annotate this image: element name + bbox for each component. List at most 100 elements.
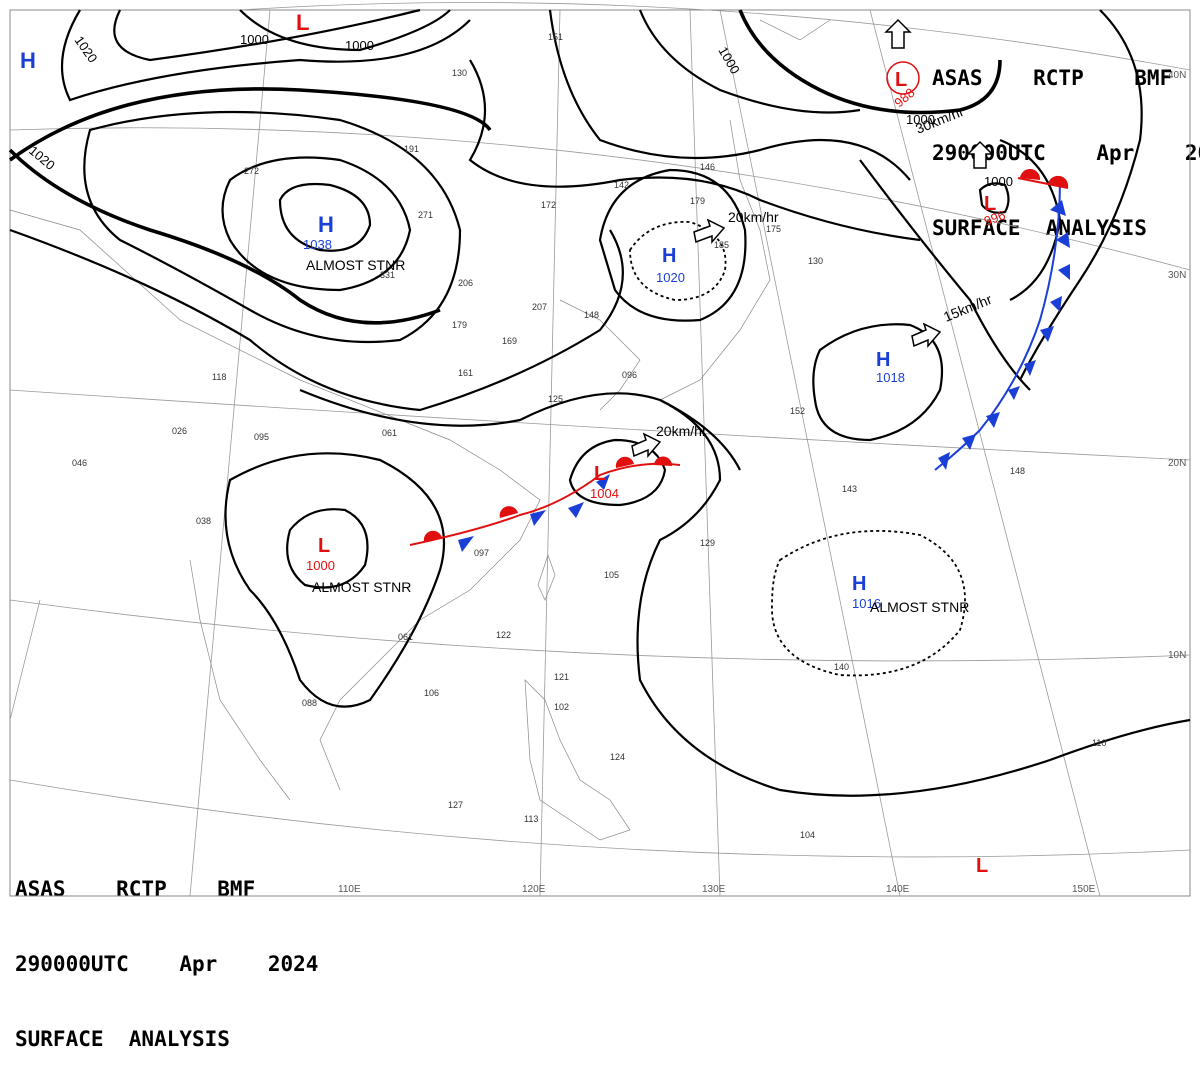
low-center-north: L bbox=[296, 10, 309, 35]
isobar-1038-ring-3 bbox=[83, 110, 462, 344]
lon-labels: 110E 120E 130E 140E 150E bbox=[338, 884, 1096, 895]
station-value: 148 bbox=[1010, 466, 1025, 476]
isobar-1016-dotted bbox=[771, 530, 966, 677]
high-center-1038-note-1: ALMOST STNR bbox=[306, 257, 405, 273]
high-center-1018-value: 1018 bbox=[876, 370, 905, 385]
isobar-north-central bbox=[468, 59, 921, 242]
isobar-east-mid bbox=[859, 159, 1031, 391]
parallel-10n bbox=[9, 599, 1191, 662]
isobar-1000-ring-inner bbox=[286, 508, 369, 589]
station-value: 185 bbox=[714, 240, 729, 250]
coast-korea bbox=[559, 299, 641, 411]
station-value: 142 bbox=[614, 180, 629, 190]
isobar-1020-west bbox=[8, 148, 441, 325]
isobar-central bbox=[299, 388, 741, 471]
low-center-1000-value: 1000 bbox=[306, 558, 335, 573]
cold-front-tri-2 bbox=[530, 510, 546, 526]
coast-japan bbox=[659, 119, 771, 401]
station-value: 271 bbox=[418, 210, 433, 220]
motion-label-1: 30km/hr bbox=[913, 103, 966, 137]
warm-front-east bbox=[1017, 177, 1069, 189]
high-center-1038: H bbox=[318, 212, 334, 237]
cold-front-east-tri-7 bbox=[1008, 386, 1020, 400]
warm-front-east-bump-1 bbox=[1020, 168, 1041, 180]
high-center-1038-value: 1038 bbox=[303, 237, 332, 252]
meridian-110e bbox=[189, 9, 271, 897]
isobar-label-1: 1000 bbox=[240, 32, 269, 47]
weather-map: 110E 120E 130E 140E 150E 40N 30N 20N 10N bbox=[8, 2, 1191, 897]
header-bottom-line2: 290000UTC Apr 2024 bbox=[15, 952, 319, 976]
motion-arrows: 30km/hr 20km/hr 15km/hr 20km/hr bbox=[631, 18, 994, 459]
station-value: 207 bbox=[532, 302, 547, 312]
lat-labels: 40N 30N 20N 10N bbox=[1168, 70, 1186, 661]
isobar-east-arc-2 bbox=[999, 138, 1062, 301]
station-value: 046 bbox=[72, 458, 87, 468]
low-center-1000: L bbox=[318, 535, 330, 557]
lat-label-20n: 20N bbox=[1168, 458, 1186, 469]
low-center-1000-note: ALMOST STNR bbox=[312, 579, 411, 595]
low-center-996-value: 996 bbox=[982, 207, 1008, 229]
station-value: 095 bbox=[254, 432, 269, 442]
header-top: ASAS RCTP BMF 290000UTC Apr 2024 SURFACE… bbox=[932, 16, 1200, 266]
station-value: 152 bbox=[790, 406, 805, 416]
station-value: 118 bbox=[212, 372, 226, 382]
station-value: 206 bbox=[458, 278, 473, 288]
motion-arrow-north-top bbox=[884, 18, 912, 49]
station-value: 121 bbox=[554, 672, 569, 682]
motion-arrow-1004 bbox=[631, 432, 662, 459]
isobar-1020-outer bbox=[598, 168, 747, 322]
isobar-1000-ne bbox=[738, 9, 1002, 115]
lon-label-140e: 140E bbox=[886, 884, 910, 895]
station-value: 175 bbox=[766, 224, 781, 234]
high-center-1018: H bbox=[876, 349, 890, 371]
cold-front-east-tri-3 bbox=[1058, 264, 1070, 280]
station-value: 146 bbox=[700, 162, 715, 172]
lat-label-40n: 40N bbox=[1168, 70, 1186, 81]
isobar-mid-china bbox=[9, 228, 624, 412]
coast-taiwan bbox=[537, 553, 556, 601]
warm-front-east-bump-2 bbox=[1048, 175, 1069, 188]
station-value: 122 bbox=[496, 630, 511, 640]
cold-front-east-tri-5 bbox=[1040, 326, 1054, 342]
isobar-1000-ring-outer bbox=[224, 452, 446, 708]
high-center-nw-corner: H bbox=[20, 48, 36, 73]
station-value: 151 bbox=[548, 32, 563, 42]
station-value: 125 bbox=[548, 394, 563, 404]
station-value: 106 bbox=[424, 688, 439, 698]
station-value: 061 bbox=[382, 428, 397, 438]
parallel-40n bbox=[239, 2, 1191, 71]
isobar-nw-ring-2 bbox=[113, 8, 421, 62]
station-value: 129 bbox=[700, 538, 715, 548]
isobar-1038-ring-2 bbox=[221, 156, 412, 292]
stationary-front-south bbox=[409, 462, 681, 546]
high-center-1016-value: 1016 bbox=[852, 596, 881, 611]
meridian-120e bbox=[539, 9, 561, 897]
station-value: 179 bbox=[452, 320, 467, 330]
low-center-south: L bbox=[976, 855, 988, 877]
station-value: 026 bbox=[172, 426, 187, 436]
pressure-centers: H L H 1038 ALMOST STNR L 988 L 996 H 102… bbox=[20, 10, 1007, 877]
isobar-label-6: 1000 bbox=[906, 112, 935, 127]
motion-arrow-1018 bbox=[911, 322, 942, 349]
meridians bbox=[9, 9, 1101, 897]
cold-front-east-tri-2 bbox=[1056, 232, 1070, 248]
low-center-988: L bbox=[895, 69, 907, 91]
isobar-996-ring bbox=[978, 182, 1010, 214]
station-value: 140 bbox=[834, 662, 849, 672]
station-value: 143 bbox=[842, 484, 857, 494]
station-value: 130 bbox=[452, 68, 467, 78]
station-value: 038 bbox=[196, 516, 211, 526]
station-value: 105 bbox=[604, 570, 619, 580]
meridian-140e bbox=[719, 9, 901, 897]
coastlines bbox=[9, 19, 831, 841]
cold-front-east-tri-10 bbox=[938, 452, 950, 470]
high-center-1020: H bbox=[662, 245, 676, 267]
isobar-south-central bbox=[636, 399, 1191, 797]
station-value: 088 bbox=[302, 698, 317, 708]
map-frame bbox=[9, 9, 1191, 897]
lon-label-110e: 110E bbox=[338, 884, 361, 895]
isobar-northeast bbox=[638, 9, 861, 114]
low-center-1004-value: 1004 bbox=[590, 486, 619, 501]
header-bottom-line3: SURFACE ANALYSIS bbox=[15, 1027, 230, 1051]
parallel-0 bbox=[9, 779, 1191, 858]
